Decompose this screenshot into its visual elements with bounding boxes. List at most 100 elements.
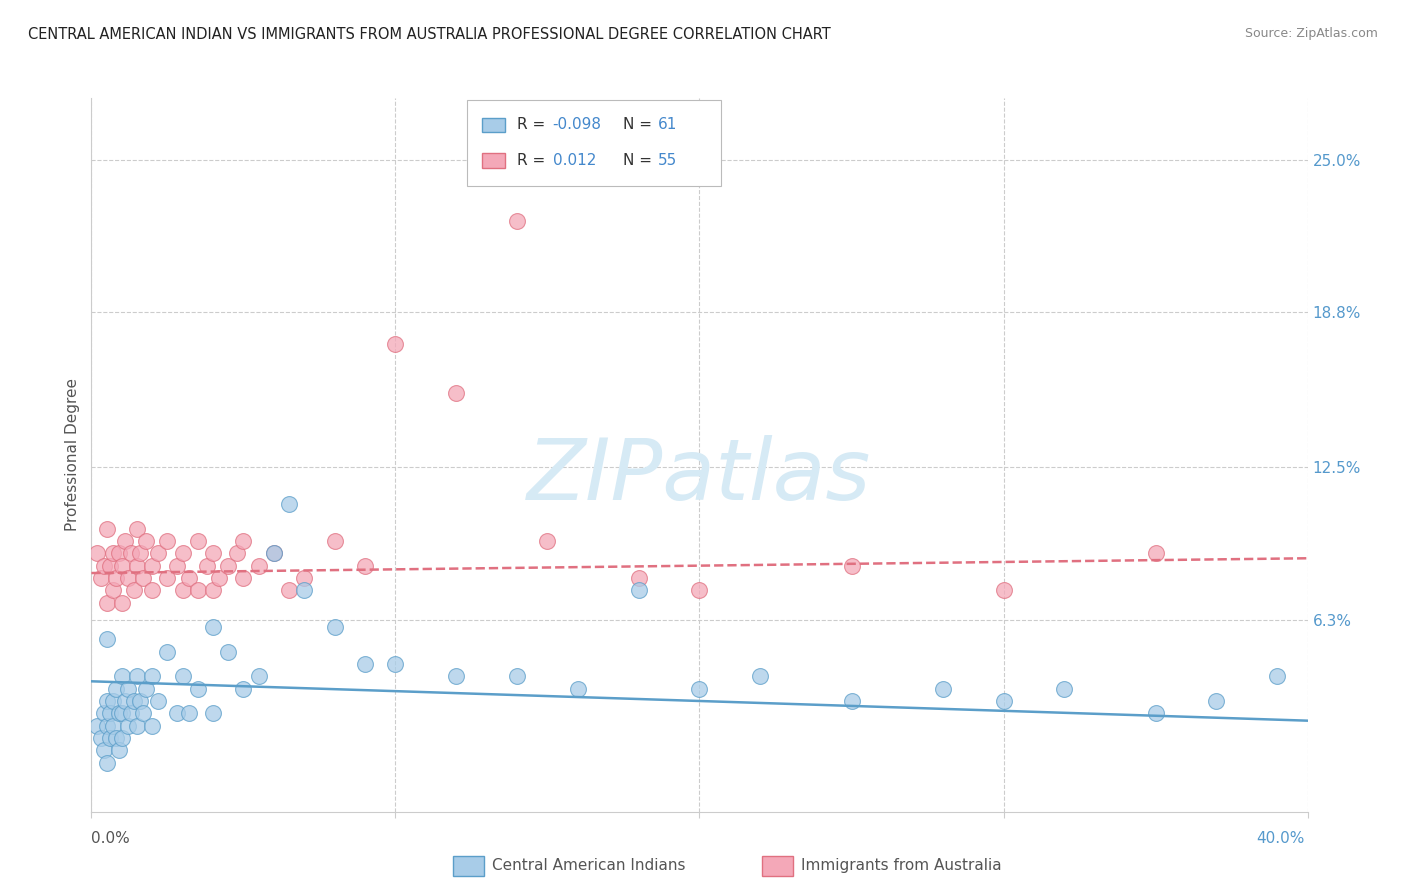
Point <box>247 669 270 683</box>
Point <box>931 681 953 696</box>
Point <box>114 534 136 549</box>
Point <box>749 669 772 683</box>
Point <box>993 583 1015 598</box>
Point <box>1053 681 1076 696</box>
Point <box>111 706 134 721</box>
Point <box>156 645 179 659</box>
Point <box>292 571 315 585</box>
Point <box>86 718 108 732</box>
Point <box>132 706 155 721</box>
Text: R =: R = <box>517 118 551 132</box>
Text: 0.012: 0.012 <box>553 153 596 168</box>
Y-axis label: Professional Degree: Professional Degree <box>65 378 80 532</box>
Point <box>141 669 163 683</box>
Point <box>122 694 145 708</box>
Point <box>166 558 188 573</box>
Point <box>98 731 121 745</box>
Text: 61: 61 <box>658 118 678 132</box>
Point <box>202 546 225 560</box>
Text: N =: N = <box>623 118 657 132</box>
Point <box>172 583 194 598</box>
Point <box>187 583 209 598</box>
Point <box>195 558 218 573</box>
Text: -0.098: -0.098 <box>553 118 602 132</box>
Point <box>96 522 118 536</box>
Point <box>263 546 285 560</box>
Point <box>107 743 129 757</box>
Point <box>120 546 142 560</box>
Point <box>217 558 239 573</box>
Point <box>444 386 467 401</box>
Point <box>125 522 148 536</box>
Point <box>841 694 863 708</box>
Point <box>148 546 170 560</box>
Point <box>232 534 254 549</box>
Point <box>177 571 200 585</box>
Point <box>111 596 134 610</box>
Point <box>117 571 139 585</box>
Point <box>122 583 145 598</box>
Point <box>111 558 134 573</box>
Point <box>688 583 710 598</box>
Point <box>1265 669 1288 683</box>
Point <box>96 718 118 732</box>
Point <box>93 558 115 573</box>
Point <box>129 694 152 708</box>
Text: 0.0%: 0.0% <box>91 831 131 846</box>
Point <box>135 681 157 696</box>
Point <box>132 571 155 585</box>
Point <box>111 731 134 745</box>
Text: CENTRAL AMERICAN INDIAN VS IMMIGRANTS FROM AUSTRALIA PROFESSIONAL DEGREE CORRELA: CENTRAL AMERICAN INDIAN VS IMMIGRANTS FR… <box>28 27 831 42</box>
Point <box>89 571 111 585</box>
Point <box>323 534 346 549</box>
Point <box>166 706 188 721</box>
Point <box>323 620 346 634</box>
Point <box>506 214 529 228</box>
Point <box>101 694 124 708</box>
Point <box>567 681 589 696</box>
Point <box>278 497 301 511</box>
Point <box>125 718 148 732</box>
Point <box>117 681 139 696</box>
Point <box>217 645 239 659</box>
Text: 55: 55 <box>658 153 678 168</box>
Point <box>354 657 377 671</box>
Point <box>1205 694 1227 708</box>
Point <box>104 731 127 745</box>
Point <box>354 558 377 573</box>
Point <box>125 558 148 573</box>
Point <box>104 571 127 585</box>
Point <box>135 534 157 549</box>
Text: ZIPatlas: ZIPatlas <box>527 434 872 518</box>
Text: R =: R = <box>517 153 551 168</box>
Point <box>101 546 124 560</box>
Point <box>101 583 124 598</box>
Point <box>444 669 467 683</box>
Point <box>93 706 115 721</box>
Point <box>107 706 129 721</box>
Point <box>627 571 650 585</box>
Point <box>96 756 118 770</box>
Point <box>187 681 209 696</box>
Point <box>384 657 406 671</box>
Point <box>177 706 200 721</box>
Point <box>96 596 118 610</box>
Point <box>86 546 108 560</box>
Point <box>156 571 179 585</box>
Point <box>384 337 406 351</box>
Point <box>89 731 111 745</box>
Point <box>148 694 170 708</box>
Point <box>232 681 254 696</box>
Point <box>688 681 710 696</box>
Point <box>841 558 863 573</box>
Point <box>278 583 301 598</box>
Point <box>247 558 270 573</box>
Point <box>292 583 315 598</box>
Point <box>96 694 118 708</box>
Point <box>226 546 249 560</box>
Point <box>101 718 124 732</box>
Text: 40.0%: 40.0% <box>1257 831 1305 846</box>
Point <box>141 718 163 732</box>
Point <box>93 743 115 757</box>
Point <box>156 534 179 549</box>
